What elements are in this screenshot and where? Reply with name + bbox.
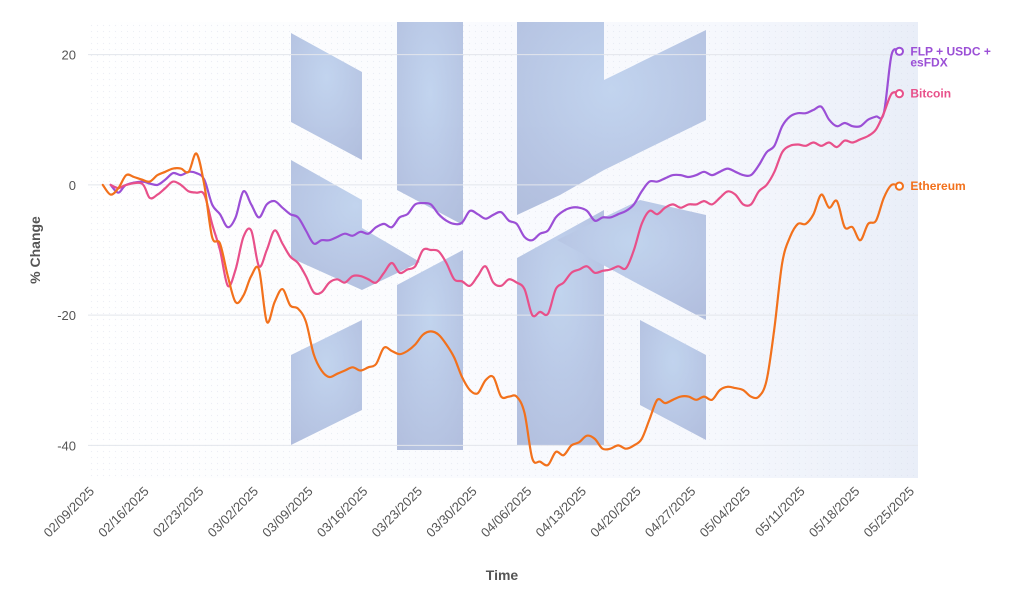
x-tick-label: 05/18/2025 (806, 484, 863, 541)
x-tick-label: 04/06/2025 (478, 484, 535, 541)
series-end-marker-bitcoin (894, 89, 904, 99)
x-tick-label: 04/13/2025 (532, 484, 589, 541)
x-tick-label: 02/16/2025 (95, 484, 152, 541)
x-tick-label: 03/02/2025 (204, 484, 261, 541)
x-tick-label: 02/23/2025 (150, 484, 207, 541)
x-tick-label: 02/09/2025 (40, 484, 97, 541)
watermark-logo (291, 22, 706, 450)
plot-area-dot-texture (88, 22, 918, 478)
y-tick-label: 20 (62, 48, 76, 63)
x-axis-title: Time (486, 567, 519, 583)
y-axis-ticks: 20 0 -20 -40 (57, 48, 76, 454)
x-axis-ticks: 02/09/202502/16/202502/23/202503/02/2025… (40, 484, 917, 541)
x-tick-label: 05/04/2025 (696, 484, 753, 541)
x-tick-label: 04/27/2025 (642, 484, 699, 541)
series-end-marker-ethereum (894, 181, 904, 191)
x-tick-label: 03/23/2025 (368, 484, 425, 541)
x-tick-label: 03/09/2025 (259, 484, 316, 541)
series-label-ethereum: Ethereum (910, 179, 965, 193)
x-tick-label: 03/16/2025 (314, 484, 371, 541)
series-label-flp-usdc-esfdx: FLP + USDC + esFDX (910, 44, 990, 69)
x-tick-label: 05/25/2025 (860, 484, 917, 541)
y-tick-label: -20 (57, 308, 76, 323)
x-tick-label: 05/11/2025 (752, 484, 808, 540)
x-tick-label: 04/20/2025 (587, 484, 644, 541)
series-line-ethereum (101, 152, 901, 467)
y-tick-label: 0 (69, 178, 76, 193)
gridlines (88, 54, 918, 446)
series-line-flp-usdc-esfdx (109, 48, 901, 245)
series-line-bitcoin (109, 91, 901, 318)
series-end-labels: FLP + USDC + esFDX Bitcoin Ethereum (910, 44, 990, 193)
x-tick-label: 03/30/2025 (423, 484, 480, 541)
y-tick-label: -40 (57, 438, 76, 453)
y-axis-title: % Change (27, 216, 43, 284)
series-label-bitcoin: Bitcoin (910, 87, 951, 101)
series-lines (101, 46, 904, 467)
series-end-marker-flp-usdc-esfdx (894, 46, 904, 56)
